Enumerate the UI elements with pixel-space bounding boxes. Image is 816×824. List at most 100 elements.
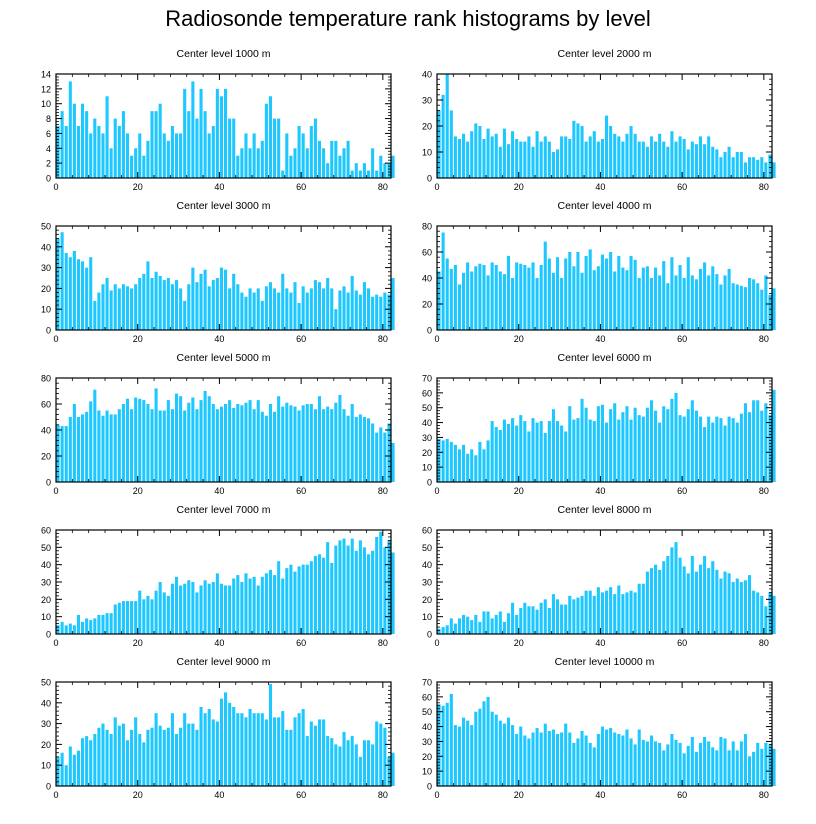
histogram-bar bbox=[707, 741, 711, 786]
histogram-bar bbox=[592, 131, 596, 178]
histogram-bar bbox=[158, 103, 162, 178]
histogram-bar bbox=[375, 170, 379, 178]
histogram-bar bbox=[584, 735, 588, 786]
histogram-bar bbox=[678, 265, 682, 330]
histogram-bar bbox=[301, 709, 305, 786]
histogram-bar bbox=[596, 266, 600, 330]
histogram-bar bbox=[519, 415, 523, 482]
histogram-bar bbox=[613, 271, 617, 330]
histogram-bar bbox=[645, 266, 649, 330]
histogram-bar bbox=[662, 406, 666, 482]
histogram-bar bbox=[330, 288, 334, 330]
histogram-bar bbox=[293, 571, 297, 634]
histogram-bar bbox=[572, 599, 576, 634]
histogram-bar bbox=[441, 440, 445, 482]
histogram-bar bbox=[121, 601, 125, 634]
histogram-bar bbox=[371, 744, 375, 786]
histogram-bar bbox=[387, 756, 391, 786]
histogram-bar bbox=[219, 583, 223, 634]
histogram-bar bbox=[486, 275, 490, 330]
x-tick-label: 0 bbox=[53, 334, 58, 344]
histogram-bar bbox=[482, 139, 486, 178]
y-tick-label: 50 bbox=[41, 678, 51, 688]
histogram-bar bbox=[346, 140, 350, 178]
x-tick-label: 60 bbox=[677, 334, 687, 344]
y-tick-label: 40 bbox=[422, 418, 432, 428]
histogram-bar bbox=[531, 262, 535, 330]
histogram-bar bbox=[158, 275, 162, 330]
x-tick-label: 0 bbox=[434, 486, 439, 496]
histogram-bar bbox=[625, 729, 629, 786]
histogram-bar bbox=[457, 449, 462, 482]
histogram-bar bbox=[506, 613, 511, 634]
histogram-bar bbox=[739, 152, 743, 178]
histogram-bar bbox=[466, 720, 470, 786]
histogram-bar bbox=[309, 561, 313, 634]
histogram-bar bbox=[670, 734, 674, 786]
histogram-bar bbox=[613, 594, 617, 634]
y-tick-label: 0 bbox=[427, 630, 432, 640]
histogram-bar bbox=[264, 286, 268, 330]
histogram-bar bbox=[674, 392, 678, 482]
histogram-bar bbox=[142, 155, 146, 178]
histogram-bar bbox=[293, 282, 297, 330]
x-tick-label: 0 bbox=[53, 638, 58, 648]
y-tick-label: 60 bbox=[422, 248, 432, 258]
histogram-bar bbox=[358, 540, 362, 634]
histogram-bar bbox=[551, 272, 555, 330]
x-tick-label: 60 bbox=[296, 182, 306, 192]
histogram-bar bbox=[670, 398, 674, 482]
x-tick-label: 60 bbox=[296, 790, 306, 800]
histogram-bar bbox=[260, 411, 264, 482]
histogram-bar bbox=[187, 111, 191, 178]
histogram-bar bbox=[228, 702, 232, 786]
histogram-bar bbox=[641, 141, 645, 178]
histogram-bar bbox=[686, 409, 690, 482]
y-tick-label: 40 bbox=[41, 242, 51, 252]
histogram-bar bbox=[105, 613, 109, 634]
histogram-bar bbox=[437, 704, 441, 786]
histogram-bar bbox=[490, 421, 494, 482]
histogram-bar bbox=[150, 599, 154, 634]
histogram-bar bbox=[592, 421, 596, 482]
histogram-bar bbox=[453, 136, 457, 178]
histogram-bar bbox=[170, 583, 174, 634]
histogram-bar bbox=[105, 278, 109, 330]
histogram-bar bbox=[342, 731, 346, 786]
histogram-bar bbox=[166, 278, 170, 330]
histogram-bar bbox=[387, 294, 391, 330]
histogram-bar bbox=[228, 400, 232, 482]
histogram-bar bbox=[519, 141, 523, 178]
histogram-bar bbox=[297, 566, 301, 634]
histogram-bar bbox=[535, 728, 539, 786]
x-tick-label: 40 bbox=[214, 334, 224, 344]
histogram-bar bbox=[637, 141, 641, 178]
histogram-bar bbox=[379, 531, 383, 634]
y-tick-label: 10 bbox=[41, 761, 51, 771]
histogram-panel: Center level 8000 m 0 20 40 60 80 0 10 20 30 40 50 6… bbox=[422, 504, 776, 648]
histogram-bar bbox=[621, 735, 625, 786]
histogram-bar bbox=[350, 275, 354, 330]
histogram-bar bbox=[56, 625, 60, 634]
histogram-bar bbox=[731, 418, 735, 482]
histogram-bar bbox=[715, 274, 719, 330]
histogram-bar bbox=[739, 285, 743, 330]
histogram-bar bbox=[130, 288, 134, 330]
histogram-bar bbox=[502, 274, 506, 330]
histogram-bar bbox=[743, 734, 747, 786]
histogram-bar bbox=[105, 410, 109, 482]
histogram-bar bbox=[305, 148, 309, 178]
histogram-bar bbox=[354, 550, 358, 634]
histogram-bar bbox=[358, 294, 362, 330]
y-tick-label: 0 bbox=[427, 478, 432, 488]
histogram-bar bbox=[89, 133, 93, 178]
y-tick-label: 80 bbox=[41, 374, 51, 384]
histogram-bar bbox=[322, 288, 326, 330]
histogram-bar bbox=[478, 441, 482, 482]
histogram-bar bbox=[150, 278, 154, 330]
histogram-bar bbox=[191, 267, 195, 330]
y-tick-label: 0 bbox=[46, 174, 51, 184]
histogram-bar bbox=[97, 727, 101, 786]
histogram-bar bbox=[555, 149, 560, 178]
histogram-bar bbox=[600, 726, 604, 786]
